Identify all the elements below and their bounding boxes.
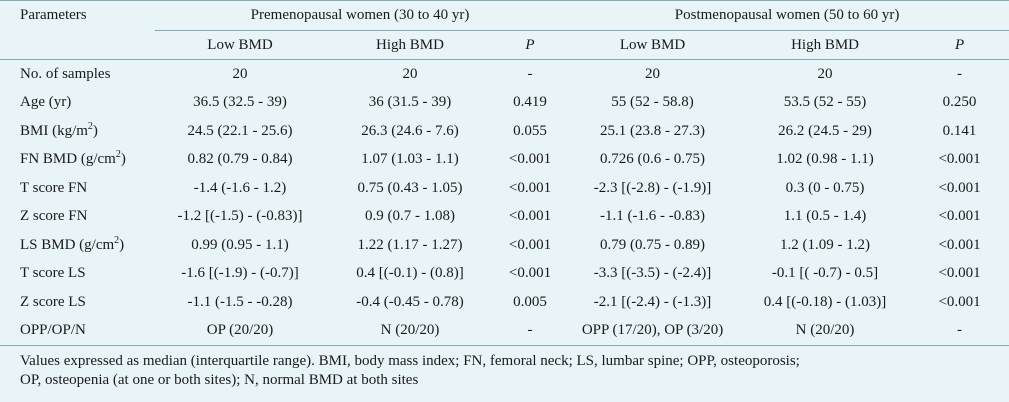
cell-pre-low: 0.99 (0.95 - 1.1) [191,236,289,253]
cell-pre-p: 0.005 [513,293,547,310]
header-post-high-bmd: High BMD [791,36,859,53]
row-parameter: OPP/OP/N [20,322,86,339]
cell-pre-high: 36 (31.5 - 39) [368,94,452,111]
row-parameter: T score LS [20,265,86,282]
row-parameter: Age (yr) [20,94,72,111]
row-parameter: Z score FN [20,208,88,225]
table-row: No. of samples 20 20 - 20 20 - [0,59,1009,89]
table-footnote: Values expressed as median (interquartil… [0,345,1009,390]
cell-pre-p: <0.001 [508,208,552,225]
cell-post-p: <0.001 [938,293,981,310]
header-post-low-bmd: Low BMD [619,36,686,53]
table-row: FN BMD (g/cm2) 0.82 (0.79 - 0.84) 1.07 (… [0,146,1009,175]
bmd-comparison-table: Parameters Premenopausal women (30 to 40… [0,0,1009,346]
cell-post-high: N (20/20) [795,322,855,339]
cell-post-p: 0.250 [942,94,977,111]
footnote-line-2: OP, osteopenia (at one or both sites); N… [20,372,419,388]
cell-post-high: 1.1 (0.5 - 1.4) [783,208,867,225]
header-pre-p: P [525,36,535,53]
cell-pre-low: -1.2 [(-1.5) - (-0.83)] [177,208,303,225]
cell-pre-low: 20 [155,59,325,89]
header-spacer [0,31,155,60]
cell-post-low: OPP (17/20), OP (3/20) [581,322,724,339]
cell-pre-p: <0.001 [508,151,552,168]
cell-pre-p: <0.001 [508,236,552,253]
row-parameter: T score FN [20,179,88,196]
cell-post-low: 25.1 (23.8 - 27.3) [600,122,706,139]
cell-pre-high: N (20/20) [380,322,440,339]
cell-post-p: <0.001 [938,265,981,282]
table-row: Z score FN -1.2 [(-1.5) - (-0.83)] 0.9 (… [0,203,1009,232]
header-row-groups: Parameters Premenopausal women (30 to 40… [0,0,1009,31]
table-row: OPP/OP/N OP (20/20) N (20/20) - OPP (17/… [0,317,1009,346]
cell-pre-high: 1.22 (1.17 - 1.27) [357,236,463,253]
cell-post-low: -1.1 (-1.6 - -0.83) [600,208,706,225]
row-parameter: BMI (kg/m2) [20,120,98,139]
cell-pre-low: -1.6 [(-1.9) - (-0.7)] [181,265,299,282]
cell-post-high: 53.5 (52 - 55) [783,94,867,111]
row-parameter: No. of samples [0,59,155,89]
cell-pre-low: 24.5 (22.1 - 25.6) [187,122,293,139]
cell-post-low: 0.726 (0.6 - 0.75) [600,151,706,168]
cell-pre-low: 0.82 (0.79 - 0.84) [187,151,293,168]
cell-pre-p: 0.419 [513,94,547,111]
cell-post-p: - [957,322,963,339]
cell-pre-p: - [527,322,533,339]
table-row: T score FN -1.4 (-1.6 - 1.2) 0.75 (0.43 … [0,174,1009,203]
cell-pre-high: 26.3 (24.6 - 7.6) [361,122,459,139]
footnote-line-1: Values expressed as median (interquartil… [20,353,800,369]
cell-post-high: 1.2 (1.09 - 1.2) [780,236,871,253]
table-row: Z score LS -1.1 (-1.5 - -0.28) -0.4 (-0.… [0,288,1009,317]
cell-post-low: -2.1 [(-2.4) - (-1.3)] [593,293,712,310]
cell-pre-high: 0.9 (0.7 - 1.08) [365,208,455,225]
header-pre-low-bmd: Low BMD [207,36,273,53]
row-parameter: LS BMD (g/cm2) [20,234,125,253]
header-pre-high-bmd: High BMD [376,36,444,53]
cell-post-low: -2.3 [(-2.8) - (-1.9)] [593,179,712,196]
cell-post-p: - [910,59,1009,89]
header-parameters: Parameters [0,0,155,31]
cell-pre-p: <0.001 [508,265,552,282]
table-row: Age (yr) 36.5 (32.5 - 39) 36 (31.5 - 39)… [0,89,1009,118]
header-group-premenopausal: Premenopausal women (30 to 40 yr) [155,0,566,31]
cell-pre-low: -1.1 (-1.5 - -0.28) [187,293,293,310]
table-row: BMI (kg/m2) 24.5 (22.1 - 25.6) 26.3 (24.… [0,117,1009,146]
cell-post-high: -0.1 [( -0.7) - 0.5] [771,265,879,282]
cell-post-high: 0.4 [(-0.18) - (1.03)] [763,293,887,310]
cell-post-high: 20 [740,59,911,89]
cell-pre-p: 0.055 [513,122,547,139]
cell-post-low: 0.79 (0.75 - 0.89) [600,236,706,253]
cell-post-p: <0.001 [938,179,981,196]
cell-post-high: 26.2 (24.5 - 29) [778,122,872,139]
cell-pre-p: - [495,59,566,89]
header-group-postmenopausal: Postmenopausal women (50 to 60 yr) [565,0,1009,31]
cell-pre-low: OP (20/20) [206,322,274,339]
cell-pre-high: 0.4 [(-0.1) - (0.8)] [356,265,464,282]
cell-pre-high: 0.75 (0.43 - 1.05) [357,179,463,196]
cell-pre-high: -0.4 (-0.45 - 0.78) [356,293,464,310]
cell-pre-p: <0.001 [508,179,552,196]
cell-pre-low: -1.4 (-1.6 - 1.2) [193,179,287,196]
table-row: T score LS -1.6 [(-1.9) - (-0.7)] 0.4 [(… [0,260,1009,289]
row-parameter: Z score LS [20,293,86,310]
cell-post-high: 1.02 (0.98 - 1.1) [776,151,874,168]
cell-pre-high: 1.07 (1.03 - 1.1) [361,151,459,168]
cell-pre-low: 36.5 (32.5 - 39) [193,94,287,111]
table-row: LS BMD (g/cm2) 0.99 (0.95 - 1.1) 1.22 (1… [0,231,1009,260]
cell-post-p: <0.001 [938,151,981,168]
cell-post-p: <0.001 [938,236,981,253]
header-post-p: P [954,36,965,53]
cell-post-low: -3.3 [(-3.5) - (-2.4)] [593,265,712,282]
cell-pre-high: 20 [325,59,495,89]
row-parameter: FN BMD (g/cm2) [20,149,126,168]
cell-post-p: 0.141 [942,122,977,139]
cell-post-low: 20 [565,59,741,89]
header-row-columns: Low BMD High BMD P Low BMD High BMD P [0,31,1009,60]
cell-post-p: <0.001 [938,208,981,225]
cell-post-low: 55 (52 - 58.8) [611,94,694,111]
cell-post-high: 0.3 (0 - 0.75) [785,179,865,196]
